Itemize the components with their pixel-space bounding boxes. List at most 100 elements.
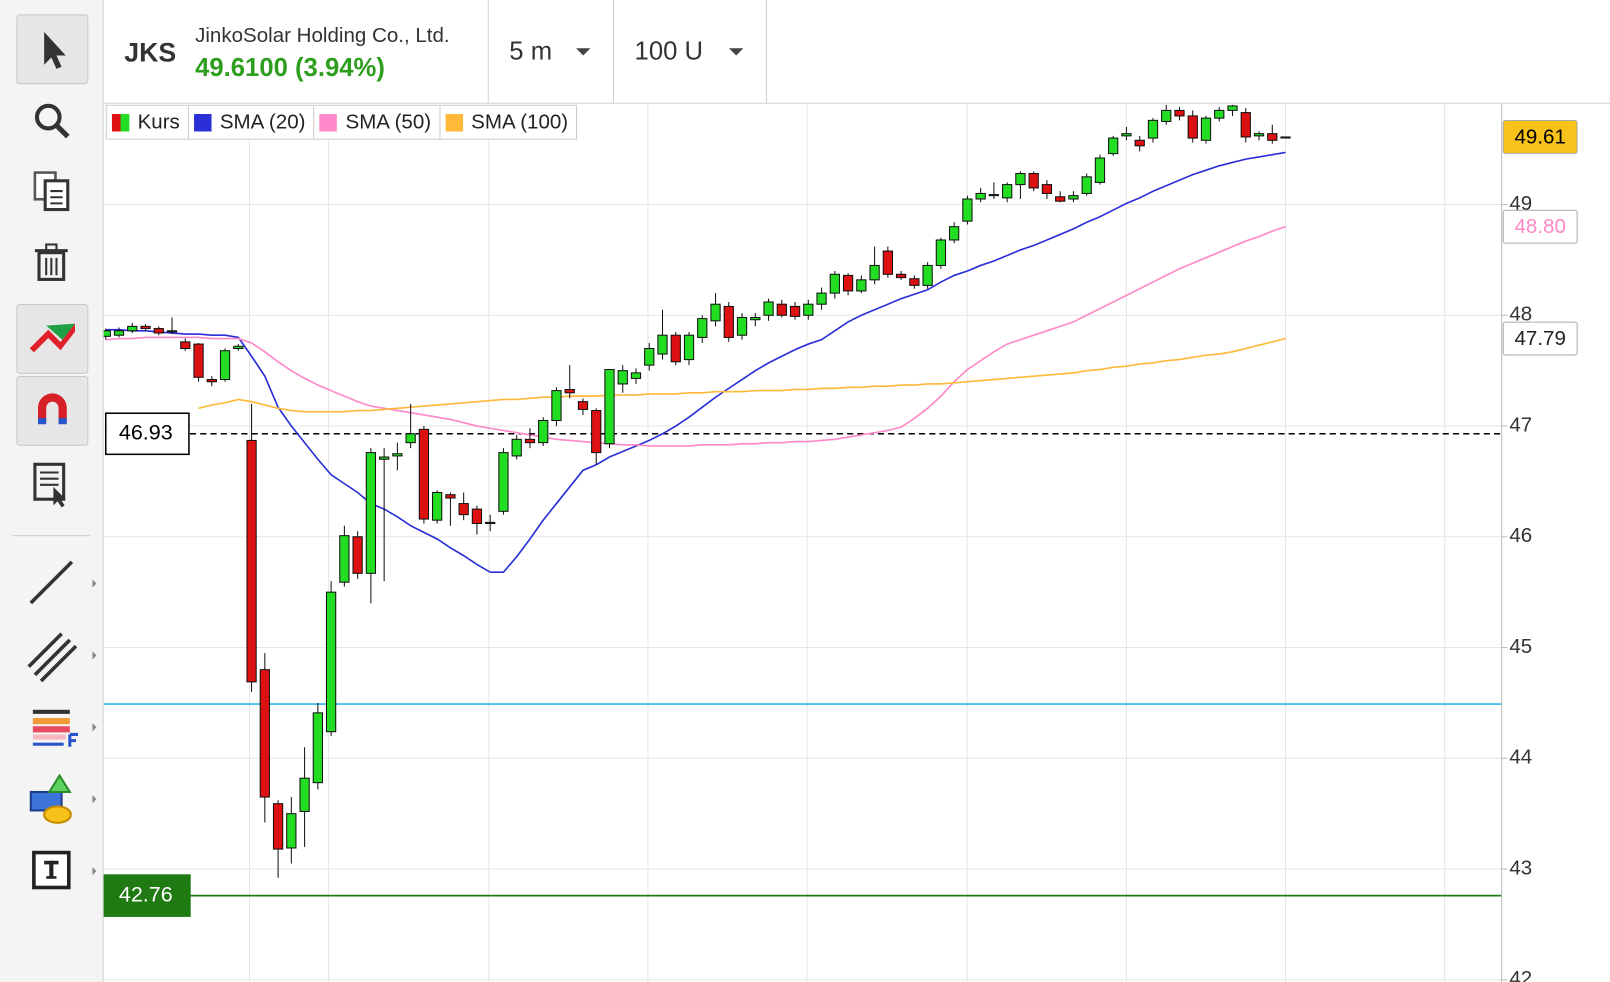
candle-body xyxy=(1253,133,1265,137)
channel-tool[interactable] xyxy=(16,621,97,689)
magnet-tool[interactable] xyxy=(16,375,89,446)
icon xyxy=(32,850,97,890)
icon xyxy=(29,323,75,353)
candle-body xyxy=(1240,112,1251,138)
candle-body xyxy=(789,305,801,317)
candle-body xyxy=(339,535,350,583)
delete-tool[interactable] xyxy=(16,230,86,298)
line-label: 46.93 xyxy=(119,419,173,444)
candle-body xyxy=(1187,115,1198,139)
candle-body xyxy=(1028,173,1039,189)
candle-body xyxy=(949,226,960,241)
candle-body xyxy=(405,433,416,444)
company-name: JinkoSolar Holding Co., Ltd. xyxy=(195,24,450,48)
candle-body xyxy=(1134,139,1145,147)
candle-body xyxy=(935,239,947,266)
price-label-box xyxy=(1502,321,1578,356)
icon xyxy=(32,709,97,747)
candle-body xyxy=(193,343,204,378)
candle-body xyxy=(524,438,536,444)
text-tool[interactable] xyxy=(16,837,97,905)
candle-body xyxy=(763,301,774,316)
toolbar xyxy=(0,0,104,982)
interval-dropdown[interactable]: 5 m xyxy=(489,0,615,103)
candle-body xyxy=(1161,109,1172,122)
caret xyxy=(576,48,591,56)
fibonacci-tool[interactable] xyxy=(16,693,97,761)
symbol-box[interactable]: JKS JinkoSolar Holding Co., Ltd. 49.6100… xyxy=(104,0,489,103)
range-dropdown[interactable]: 100 U xyxy=(614,0,768,103)
copy-tool[interactable] xyxy=(16,158,86,226)
candle-body xyxy=(140,325,151,330)
candle-body xyxy=(113,330,125,336)
legend-swatch xyxy=(319,113,338,131)
candle-body xyxy=(432,491,443,521)
legend-item: Kurs xyxy=(107,105,190,139)
candle-body xyxy=(869,264,880,281)
icon xyxy=(27,632,97,683)
candle-body xyxy=(1174,109,1185,117)
candle-body xyxy=(445,494,456,499)
legend-swatch xyxy=(111,113,130,131)
candle-body xyxy=(577,401,589,410)
candle-body xyxy=(1147,119,1159,139)
candle-body xyxy=(1041,184,1053,194)
candle-body xyxy=(166,330,178,333)
icon xyxy=(33,462,66,508)
candle-body xyxy=(538,419,549,444)
candle-body xyxy=(286,813,297,849)
candle-body xyxy=(564,388,575,394)
zoom-tool[interactable] xyxy=(16,86,86,154)
candle-body xyxy=(975,192,986,200)
candle-body xyxy=(1055,196,1066,202)
candle-body xyxy=(856,279,867,292)
candle-body xyxy=(246,439,257,683)
candle-body xyxy=(1267,133,1278,141)
y-tick-label: 49 xyxy=(1509,192,1532,215)
candle-body xyxy=(723,305,734,338)
notes-tool[interactable] xyxy=(16,450,86,518)
y-tick-label: 48 xyxy=(1509,303,1532,326)
candle-body xyxy=(206,379,217,383)
pointer-tool[interactable] xyxy=(16,14,89,85)
line-tool[interactable] xyxy=(16,550,97,618)
candle-body xyxy=(630,372,642,379)
interval: 5 m xyxy=(509,36,553,66)
candle-body xyxy=(365,452,377,574)
candle-body xyxy=(922,264,933,286)
candle-body xyxy=(803,303,814,316)
candle-body xyxy=(127,325,138,332)
line-label-box xyxy=(103,874,191,917)
shapes-tool[interactable] xyxy=(16,765,97,833)
chart: 42 43 44 45 46 47 48 49 46.93 42.76 49.61 48.80 47.7… xyxy=(103,103,1610,982)
symbol: JKS xyxy=(124,36,177,68)
candle-body xyxy=(511,438,522,457)
candle-body xyxy=(325,591,337,733)
caret xyxy=(729,48,744,56)
legend-label: SMA (20) xyxy=(219,110,306,134)
candle-body xyxy=(644,347,655,366)
candle-body xyxy=(219,350,231,381)
chart-type-tool[interactable] xyxy=(16,304,89,374)
legend-swatch xyxy=(194,113,212,131)
candle-body xyxy=(180,341,191,350)
candle-body xyxy=(1015,173,1026,186)
candle-body xyxy=(710,303,721,322)
candle-body xyxy=(683,334,695,361)
candle-body xyxy=(1200,117,1212,141)
candle-body xyxy=(670,334,681,363)
icon xyxy=(34,103,70,139)
candle-body xyxy=(312,712,323,784)
legend-label: SMA (50) xyxy=(345,110,432,134)
candle-body xyxy=(842,274,854,292)
candle-body xyxy=(392,453,403,457)
candle-body xyxy=(736,316,748,336)
legend: Kurs SMA (20) SMA (50) SMA (100) xyxy=(105,104,578,140)
y-tick-label: 46 xyxy=(1509,524,1532,547)
icon xyxy=(44,31,66,69)
candle-body xyxy=(1002,184,1013,199)
candle-body xyxy=(485,521,496,525)
candle-body xyxy=(776,303,787,316)
legend-item: SMA (50) xyxy=(315,105,441,139)
